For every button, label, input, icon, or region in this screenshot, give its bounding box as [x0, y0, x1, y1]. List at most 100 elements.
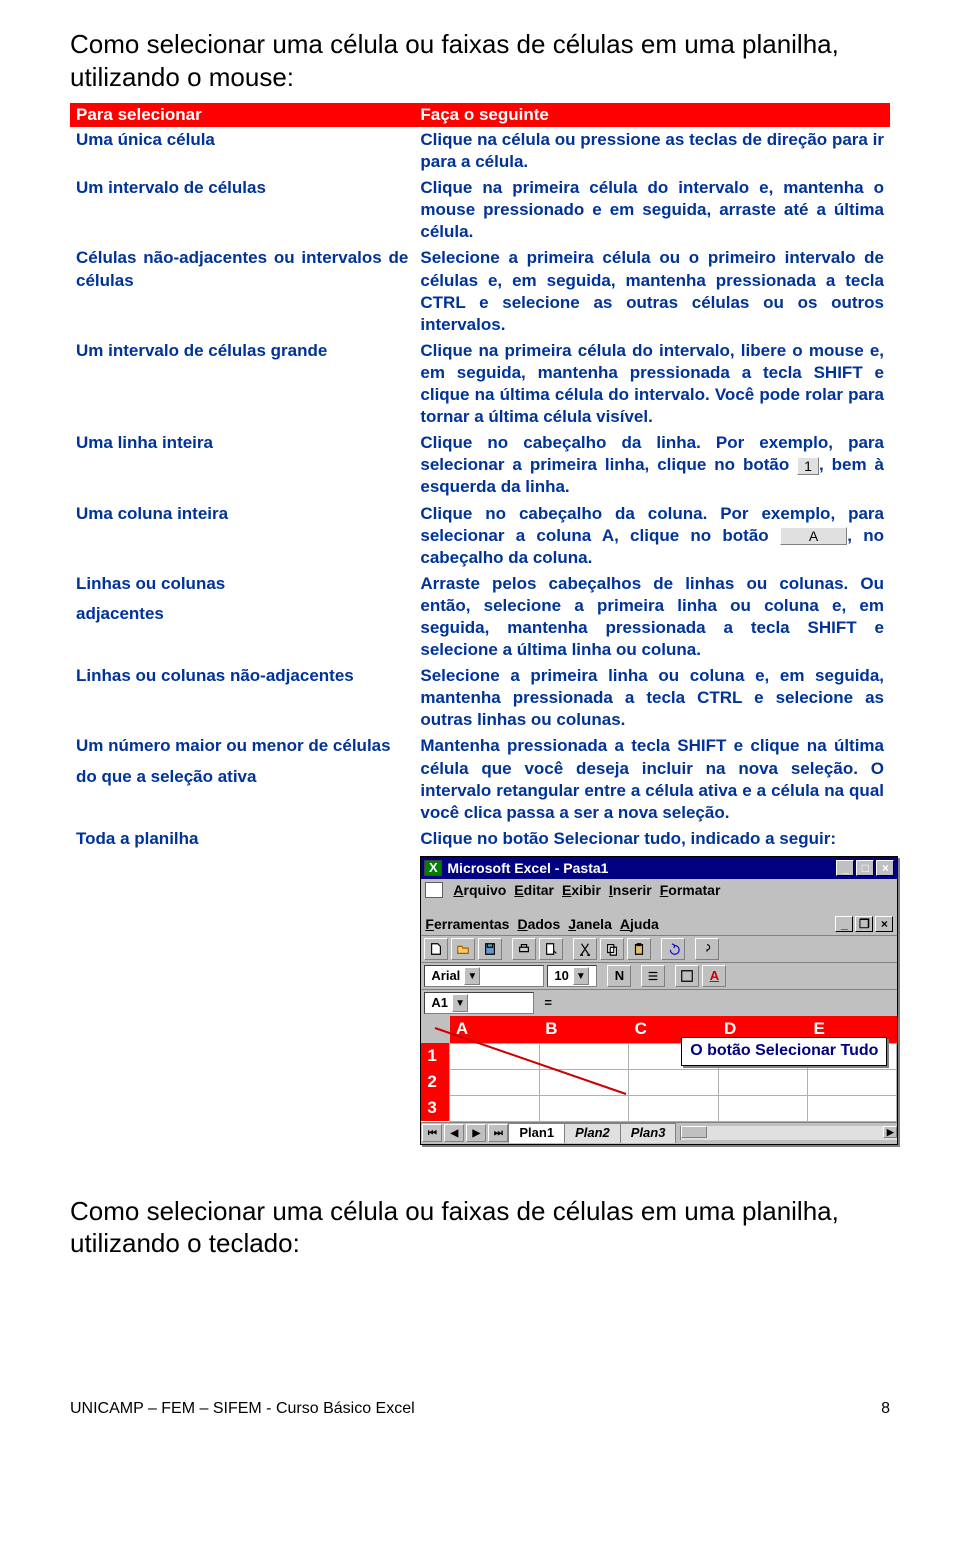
name-box[interactable]: A1▼ [424, 992, 534, 1014]
footer-page-number: 8 [881, 1400, 890, 1418]
cell[interactable] [629, 1069, 718, 1095]
table-cell-selector: Uma linha inteira [70, 430, 414, 500]
worksheet-grid[interactable]: ABCDE123 [421, 1016, 897, 1121]
window-titlebar: XMicrosoft Excel - Pasta1_□× [421, 857, 897, 879]
cell[interactable] [539, 1095, 628, 1121]
font-name-combo[interactable]: Arial▼ [424, 965, 544, 987]
font-color-button[interactable]: A [702, 965, 726, 987]
borders-button[interactable] [675, 965, 699, 987]
table-cell-selector: Células não-adjacentes ou intervalos de … [70, 245, 414, 337]
font-size-combo[interactable]: 10▼ [547, 965, 597, 987]
table-row: Uma única célulaClique na célula ou pres… [70, 127, 890, 175]
close-button[interactable]: × [876, 860, 894, 876]
sheet-tab-bar: ⏮◀▶⏭Plan1Plan2Plan3▶ [421, 1122, 897, 1144]
row-header-button[interactable]: 1 [797, 457, 819, 475]
column-header[interactable]: B [539, 1016, 628, 1043]
open-icon[interactable] [451, 938, 475, 960]
table-cell-action: Clique no cabeçalho da linha. Por exempl… [414, 430, 890, 500]
tab-nav-button[interactable]: ◀ [444, 1124, 464, 1142]
column-header-button[interactable]: A [780, 527, 847, 545]
table-cell-action: Mantenha pressionada a tecla SHIFT e cli… [414, 733, 890, 825]
select-all-button[interactable] [421, 1016, 449, 1043]
cell[interactable] [629, 1095, 718, 1121]
standard-toolbar [421, 935, 897, 962]
maximize-button[interactable]: □ [856, 860, 874, 876]
horizontal-scrollbar[interactable]: ▶ [680, 1126, 897, 1140]
table-cell-selector: Linhas ou colunasadjacentes [70, 571, 414, 663]
chevron-down-icon: ▼ [464, 967, 480, 985]
help-icon[interactable] [695, 938, 719, 960]
cut-icon[interactable] [573, 938, 597, 960]
cell[interactable] [450, 1095, 539, 1121]
table-row: Células não-adjacentes ou intervalos de … [70, 245, 890, 337]
cell[interactable] [718, 1069, 807, 1095]
chevron-down-icon: ▼ [573, 967, 589, 985]
menu-exibir[interactable]: Exibir [562, 881, 601, 899]
table-row: Linhas ou colunasadjacentesArraste pelos… [70, 571, 890, 663]
minimize-button[interactable]: _ [836, 860, 854, 876]
cell[interactable] [539, 1069, 628, 1095]
cell[interactable] [450, 1069, 539, 1095]
print-icon[interactable] [512, 938, 536, 960]
cell[interactable] [718, 1095, 807, 1121]
menu-ajuda[interactable]: Ajuda [620, 915, 659, 933]
table-row: Um intervalo de células grandeClique na … [70, 338, 890, 430]
tab-nav-button[interactable]: ⏮ [422, 1124, 442, 1142]
table-cell-action: Arraste pelos cabeçalhos de linhas ou co… [414, 571, 890, 663]
cell[interactable] [807, 1069, 896, 1095]
table-cell-action: Clique no cabeçalho da coluna. Por exemp… [414, 501, 890, 571]
menu-arquivo[interactable]: Arquivo [453, 881, 506, 899]
tab-nav-button[interactable]: ▶ [466, 1124, 486, 1142]
sheet-tab[interactable]: Plan1 [508, 1123, 565, 1143]
sheet-tab[interactable]: Plan2 [564, 1123, 621, 1143]
table-cell-selector: Um intervalo de células grande [70, 338, 414, 430]
excel-screenshot: XMicrosoft Excel - Pasta1_□×ArquivoEdita… [420, 856, 884, 1145]
save-icon[interactable] [478, 938, 502, 960]
menu-editar[interactable]: Editar [514, 881, 554, 899]
doc-restore-button[interactable]: ❐ [855, 916, 873, 932]
menu-ferramentas[interactable]: Ferramentas [425, 915, 509, 933]
bold-button[interactable]: N [607, 965, 631, 987]
footer-left: UNICAMP – FEM – SIFEM - Curso Básico Exc… [70, 1400, 415, 1418]
formula-bar: A1▼= [421, 989, 897, 1016]
copy-icon[interactable] [600, 938, 624, 960]
doc-close-button[interactable]: × [875, 916, 893, 932]
table-row: Uma linha inteiraClique no cabeçalho da … [70, 430, 890, 500]
page-title: Como selecionar uma célula ou faixas de … [70, 28, 890, 93]
row-header[interactable]: 1 [421, 1043, 449, 1069]
table-row: Um intervalo de célulasClique na primeir… [70, 175, 890, 245]
doc-minimize-button[interactable]: _ [835, 916, 853, 932]
table-cell-action: Clique na célula ou pressione as teclas … [414, 127, 890, 175]
menu-formatar[interactable]: Formatar [660, 881, 721, 899]
menu-janela[interactable]: Janela [568, 915, 612, 933]
row-header[interactable]: 3 [421, 1095, 449, 1121]
formatting-toolbar: Arial▼10▼ N A [421, 962, 897, 989]
cell[interactable] [807, 1095, 896, 1121]
tab-nav-button[interactable]: ⏭ [488, 1124, 508, 1142]
menu-inserir[interactable]: Inserir [609, 881, 652, 899]
preview-icon[interactable] [539, 938, 563, 960]
menu-bar: Arquivo Editar Exibir Inserir Formatar Ferram… [421, 879, 897, 935]
table-cell-action: Clique no botão Selecionar tudo, indicad… [414, 826, 890, 1147]
align-button[interactable] [641, 965, 665, 987]
chevron-down-icon: ▼ [452, 994, 468, 1012]
table-row: Toda a planilhaClique no botão Seleciona… [70, 826, 890, 1147]
column-header[interactable]: A [450, 1016, 539, 1043]
cell[interactable] [450, 1043, 539, 1069]
table-cell-selector: Toda a planilha [70, 826, 414, 1147]
menu-dados[interactable]: Dados [517, 915, 560, 933]
paste-icon[interactable] [627, 938, 651, 960]
undo-icon[interactable] [661, 938, 685, 960]
sheet-tab[interactable]: Plan3 [620, 1123, 677, 1143]
new-icon[interactable] [424, 938, 448, 960]
table-header-col2: Faça o seguinte [414, 103, 890, 127]
cell[interactable] [539, 1043, 628, 1069]
window-title: Microsoft Excel - Pasta1 [447, 859, 836, 877]
row-header[interactable]: 2 [421, 1069, 449, 1095]
table-header-col1: Para selecionar [70, 103, 414, 127]
table-cell-selector: Um número maior ou menor de célulasdo qu… [70, 733, 414, 825]
table-cell-selector: Linhas ou colunas não-adjacentes [70, 663, 414, 733]
table-cell-action: Selecione a primeira linha ou coluna e, … [414, 663, 890, 733]
table-cell-selector: Um intervalo de células [70, 175, 414, 245]
table-cell-selector: Uma coluna inteira [70, 501, 414, 571]
